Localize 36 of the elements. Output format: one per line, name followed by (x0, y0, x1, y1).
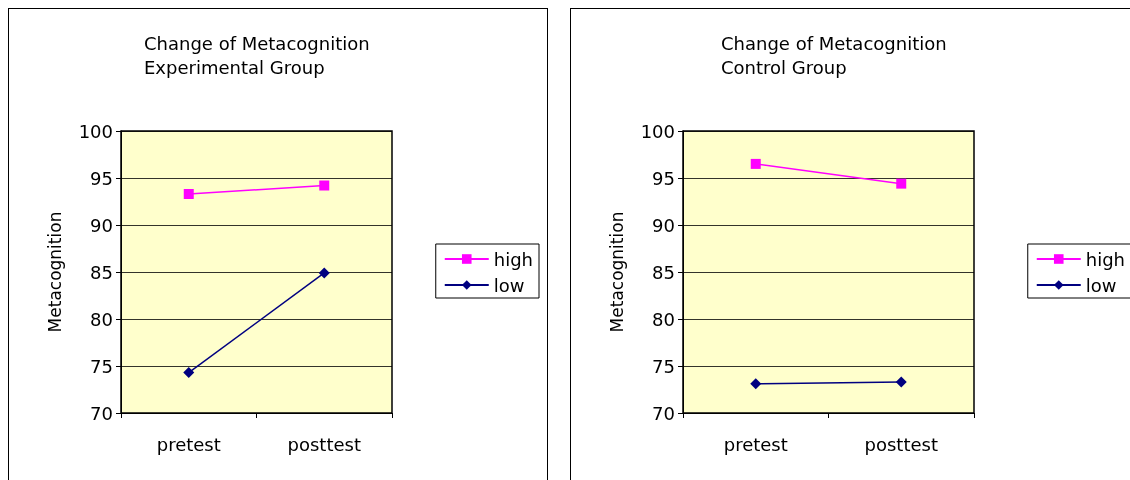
y-tick-label: 70 (652, 402, 675, 424)
legend-label: high (493, 248, 534, 270)
y-tick-label: 80 (652, 308, 675, 330)
legend-label: low (1085, 274, 1117, 296)
point (750, 158, 761, 169)
chart-title: Change of Metacognition (144, 32, 370, 54)
point (319, 180, 330, 191)
x-tick-label: posttest (287, 433, 361, 455)
legend-label: low (493, 274, 525, 296)
point (318, 267, 330, 279)
y-tick-label: 100 (640, 120, 675, 142)
x-tick-label: pretest (723, 433, 788, 455)
point (183, 188, 194, 199)
y-tick-label: 90 (652, 214, 675, 236)
legend-label: high (1085, 248, 1126, 270)
y-tick-label: 80 (90, 308, 113, 330)
point (896, 178, 907, 189)
point (895, 376, 907, 388)
y-tick-label: 85 (90, 261, 113, 283)
chart-subtitle: Experimental Group (144, 56, 325, 78)
x-tick-label: posttest (864, 433, 938, 455)
y-tick-label: 95 (652, 167, 675, 189)
point (750, 378, 762, 390)
y-tick-label: 75 (652, 355, 675, 377)
x-tick-label: pretest (156, 433, 221, 455)
y-tick-label: 95 (90, 167, 113, 189)
y-tick-label: 90 (90, 214, 113, 236)
chart-title: Change of Metacognition (721, 32, 947, 54)
y-axis-title: Metacognition (44, 211, 65, 333)
y-tick-label: 70 (90, 402, 113, 424)
y-tick-label: 85 (652, 261, 675, 283)
point (183, 367, 195, 379)
y-tick-label: 100 (78, 120, 113, 142)
y-axis-title: Metacognition (606, 211, 627, 333)
y-tick-label: 75 (90, 355, 113, 377)
chart-subtitle: Control Group (721, 56, 847, 78)
